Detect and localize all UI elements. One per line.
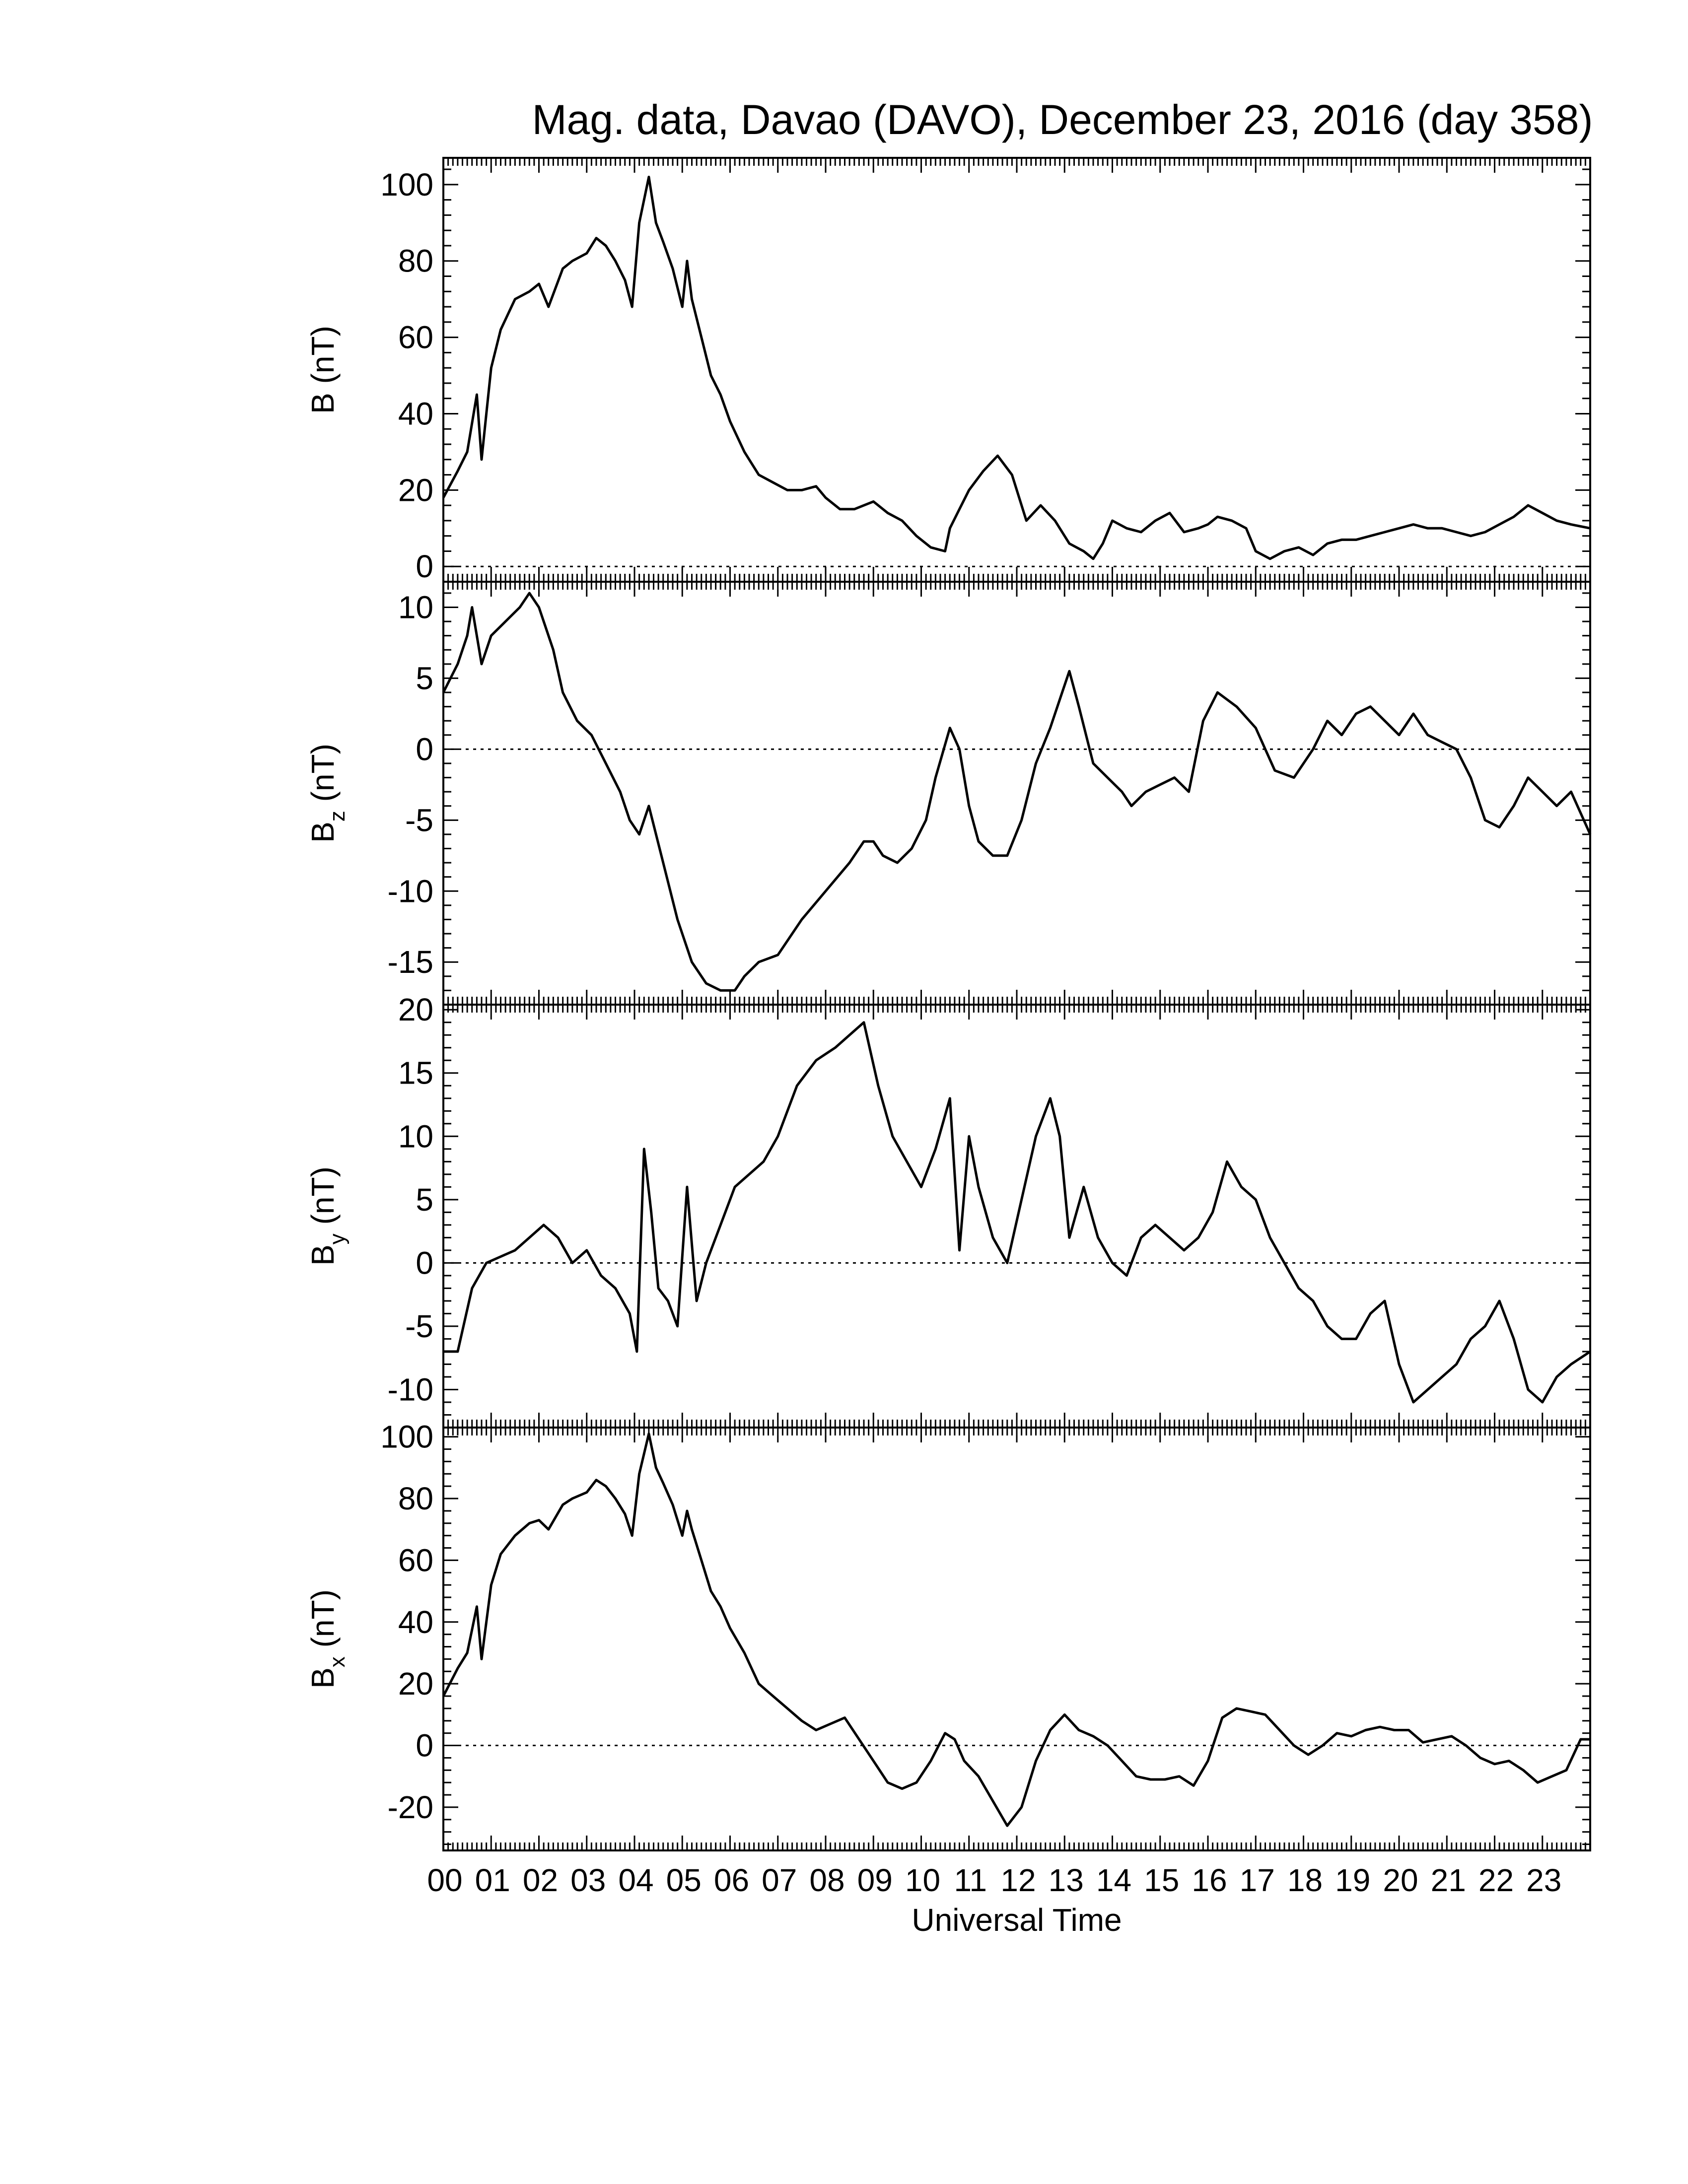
x-tick-label: 00 bbox=[427, 1862, 462, 1898]
y-axis-label: By (nT) bbox=[305, 1166, 350, 1266]
y-tick-label: 5 bbox=[416, 1182, 433, 1218]
y-axis-label-main: B bbox=[305, 1244, 341, 1266]
x-tick-label: 23 bbox=[1526, 1862, 1561, 1898]
x-tick-label: 06 bbox=[714, 1862, 749, 1898]
y-tick-label: 20 bbox=[398, 472, 433, 508]
x-axis-label: Universal Time bbox=[912, 1902, 1122, 1938]
series-line-B bbox=[442, 176, 1591, 560]
y-axis-label: Bz (nT) bbox=[305, 744, 350, 843]
y-tick-label: 20 bbox=[398, 1666, 433, 1702]
y-axis-label-subscript: x bbox=[325, 1656, 350, 1667]
y-tick-label: 0 bbox=[416, 1245, 433, 1281]
panel-frame bbox=[442, 1427, 1591, 1851]
x-tick-label: 20 bbox=[1383, 1862, 1418, 1898]
panel-frame bbox=[442, 581, 1591, 1006]
x-tick-label: 11 bbox=[954, 1862, 987, 1898]
y-tick-label: -10 bbox=[388, 873, 434, 909]
y-tick-label: -20 bbox=[388, 1789, 434, 1825]
y-axis-label-unit: (nT) bbox=[305, 744, 341, 811]
y-tick-label: 10 bbox=[398, 1118, 433, 1154]
x-tick-label: 16 bbox=[1192, 1862, 1227, 1898]
y-axis-label: Bx (nT) bbox=[305, 1589, 350, 1689]
y-tick-label: 100 bbox=[380, 167, 433, 203]
chart-title: Mag. data, Davao (DAVO), December 23, 20… bbox=[532, 96, 1593, 143]
series-line-By bbox=[443, 1021, 1591, 1404]
x-tick-label: 18 bbox=[1287, 1862, 1323, 1898]
y-axis-label-main: B bbox=[305, 1667, 341, 1689]
y-tick-label: 15 bbox=[398, 1055, 433, 1091]
y-tick-label: 100 bbox=[380, 1419, 433, 1455]
panel-Bx: 100 80 60 40 20 0 -20 Bx (nT) bbox=[305, 1419, 1591, 1851]
x-tick-label: 08 bbox=[809, 1862, 844, 1898]
y-axis-label-unit: (nT) bbox=[305, 1589, 341, 1656]
y-tick-label: 80 bbox=[398, 1481, 433, 1516]
y-axis-label-unit: (nT) bbox=[305, 1166, 341, 1233]
x-tick-label: 12 bbox=[1000, 1862, 1036, 1898]
panel-B: 0 20 40 60 80 100 B (nT) bbox=[305, 157, 1591, 584]
x-tick-label: 13 bbox=[1049, 1862, 1084, 1898]
panel-By: 20 15 10 5 0 -5 -10 By (nT) bbox=[305, 992, 1591, 1429]
x-tick-label: 09 bbox=[857, 1862, 893, 1898]
series-line-Bx bbox=[442, 1432, 1590, 1827]
x-tick-label: 19 bbox=[1335, 1862, 1370, 1898]
x-tick-label: 04 bbox=[618, 1862, 653, 1898]
x-tick-label: 10 bbox=[905, 1862, 940, 1898]
y-tick-label: -10 bbox=[388, 1371, 434, 1407]
y-tick-label: -5 bbox=[405, 802, 433, 838]
y-axis-label-main: B bbox=[305, 821, 341, 843]
x-tick-label: 02 bbox=[523, 1862, 558, 1898]
y-tick-label: 0 bbox=[416, 1728, 433, 1764]
x-tick-label: 03 bbox=[570, 1862, 606, 1898]
y-axis-label-subscript: z bbox=[325, 811, 350, 821]
x-tick-label: 22 bbox=[1478, 1862, 1514, 1898]
series-line-Bz bbox=[442, 592, 1592, 992]
y-tick-label: 10 bbox=[398, 589, 433, 625]
y-tick-label: 0 bbox=[416, 548, 433, 584]
y-tick-label: 5 bbox=[416, 660, 433, 696]
x-tick-label: 05 bbox=[666, 1862, 702, 1898]
y-tick-label: 20 bbox=[398, 992, 433, 1027]
x-tick-label: 15 bbox=[1144, 1862, 1179, 1898]
x-tick-label: 07 bbox=[762, 1862, 797, 1898]
x-axis-tick-labels: 00 01 02 03 04 05 06 07 08 09 10 11 12 13 14 15 16 17 18 19… bbox=[427, 1862, 1561, 1898]
y-tick-label: -15 bbox=[388, 944, 434, 980]
y-tick-label: 60 bbox=[398, 1542, 433, 1578]
y-axis-label-unit: (nT) bbox=[305, 326, 341, 393]
x-tick-label: 17 bbox=[1240, 1862, 1275, 1898]
panel-frame bbox=[442, 157, 1591, 583]
x-tick-label: 01 bbox=[475, 1862, 510, 1898]
y-axis-label-main: B bbox=[305, 393, 341, 414]
y-tick-label: 0 bbox=[416, 731, 433, 767]
y-axis-label: B (nT) bbox=[305, 326, 341, 414]
x-tick-label: 14 bbox=[1096, 1862, 1131, 1898]
y-tick-label: 60 bbox=[398, 320, 433, 355]
panel-Bz: 10 5 0 -5 -10 -15 Bz (nT) bbox=[305, 581, 1592, 1006]
y-tick-label: -5 bbox=[405, 1308, 433, 1344]
y-tick-label: 40 bbox=[398, 1604, 433, 1640]
y-axis-label-subscript: y bbox=[325, 1233, 350, 1244]
y-tick-label: 40 bbox=[398, 396, 433, 431]
x-tick-label: 21 bbox=[1431, 1862, 1466, 1898]
y-tick-label: 80 bbox=[398, 243, 433, 279]
